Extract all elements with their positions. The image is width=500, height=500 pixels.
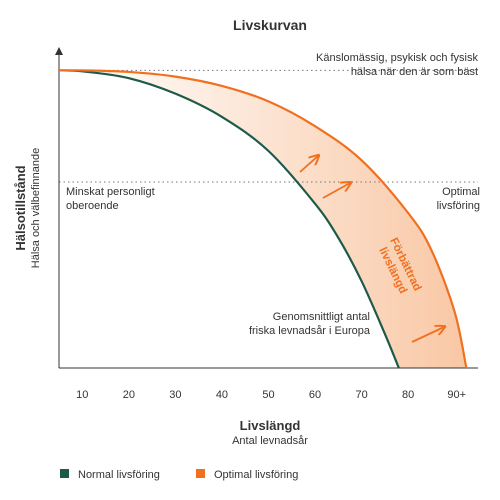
- x-tick-label: 20: [123, 389, 135, 401]
- improvement-arrows: [299, 156, 444, 343]
- annotation-optimal-line1: Optimal: [442, 186, 480, 198]
- annotation-healthy-years-line2: friska levnadsår i Europa: [249, 325, 371, 337]
- legend-label-optimal: Optimal livsföring: [214, 469, 298, 481]
- series-lines: [58, 69, 468, 369]
- x-axis-subtitle: Antal levnadsår: [232, 435, 308, 447]
- y-axis-title: Hälsotillstånd: [13, 165, 28, 250]
- series-line-normal: [58, 69, 400, 369]
- legend-swatch-normal: [60, 469, 69, 478]
- x-tick-labels: 10 20 30 40 50 60 70 80 90+: [76, 389, 466, 401]
- annotation-reduced-independence-line2: oberoende: [66, 200, 119, 212]
- x-tick-label: 90+: [447, 389, 466, 401]
- band-area: [59, 70, 467, 368]
- series-line-optimal: [58, 69, 468, 369]
- annotation-reduced-independence-line1: Minskat personligt: [66, 186, 155, 198]
- x-tick-label: 40: [216, 389, 228, 401]
- improvement-arrow: [322, 183, 350, 199]
- annotation-healthy-years-line1: Genomsnittligt antal: [273, 311, 370, 323]
- y-axis-subtitle: Hälsa och välbefinnande: [30, 148, 42, 268]
- y-axis-arrow: [55, 47, 63, 55]
- improvement-arrow: [411, 327, 444, 343]
- improvement-band: [59, 70, 467, 368]
- annotation-optimal-line2: livsföring: [437, 200, 480, 212]
- legend-swatch-optimal: [196, 469, 205, 478]
- annotation-peak-health-line2: hälsa när den är som bäst: [351, 66, 478, 78]
- legend: Normal livsföring Optimal livsföring: [60, 469, 298, 481]
- improvement-arrow: [299, 156, 318, 173]
- x-axis-title: Livslängd: [240, 418, 301, 433]
- x-tick-label: 50: [262, 389, 274, 401]
- chart-title: Livskurvan: [233, 17, 307, 33]
- x-tick-label: 10: [76, 389, 88, 401]
- x-tick-label: 30: [169, 389, 181, 401]
- legend-label-normal: Normal livsföring: [78, 469, 160, 481]
- x-tick-label: 60: [309, 389, 321, 401]
- x-tick-label: 70: [355, 389, 367, 401]
- x-tick-label: 80: [402, 389, 414, 401]
- annotation-peak-health-line1: Känslomässig, psykisk och fysisk: [316, 52, 478, 64]
